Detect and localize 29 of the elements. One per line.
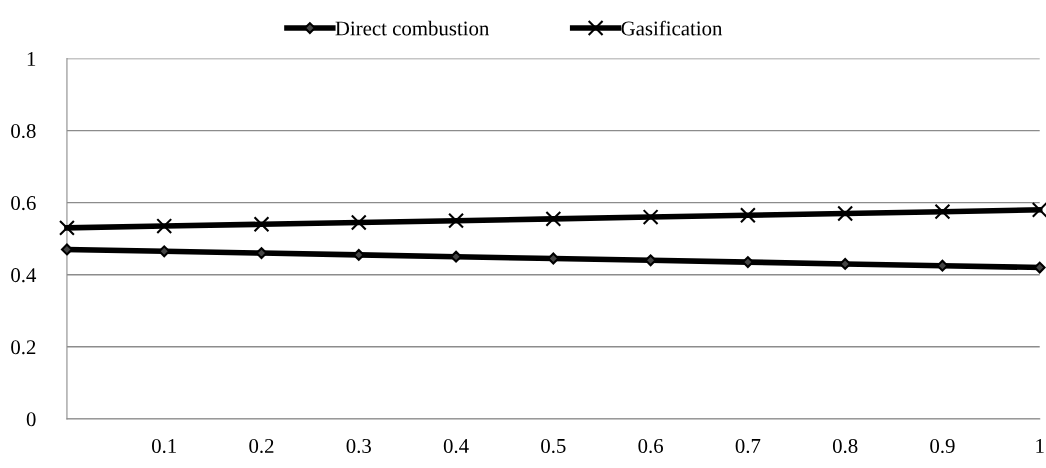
point [934,203,951,220]
point [253,216,270,233]
x-tick-label: 0.4 [443,438,469,454]
x-tick-label: 0.5 [541,438,566,454]
point [448,212,465,229]
x-tick-label: 0.7 [735,438,761,454]
x-tick-label: 0.2 [249,438,274,454]
point [837,205,854,222]
point [739,207,756,224]
point [58,219,75,236]
x-tick-label: 0.3 [346,438,371,454]
legend-label: Direct combustion [335,20,490,36]
x-tick-label: 0.1 [152,438,176,454]
y-tick-label: 0.6 [11,196,36,211]
y-tick-label: 1 [27,51,36,66]
y-tick-label: 0.2 [11,340,36,355]
point [1031,201,1046,218]
x-tick-label: 0.9 [930,438,955,454]
point [350,214,367,231]
y-tick-label: 0.4 [11,268,37,283]
x-tick-label: 0.6 [638,438,664,454]
y-tick-label: 0 [26,412,36,427]
y-tick-label: 0.8 [11,123,36,139]
point [156,218,173,235]
x-tick-label: 1 [1036,439,1044,453]
point [545,210,562,227]
legend-label: Gasification [621,20,723,36]
x-tick-label: 0.8 [832,438,858,454]
point [642,209,659,226]
